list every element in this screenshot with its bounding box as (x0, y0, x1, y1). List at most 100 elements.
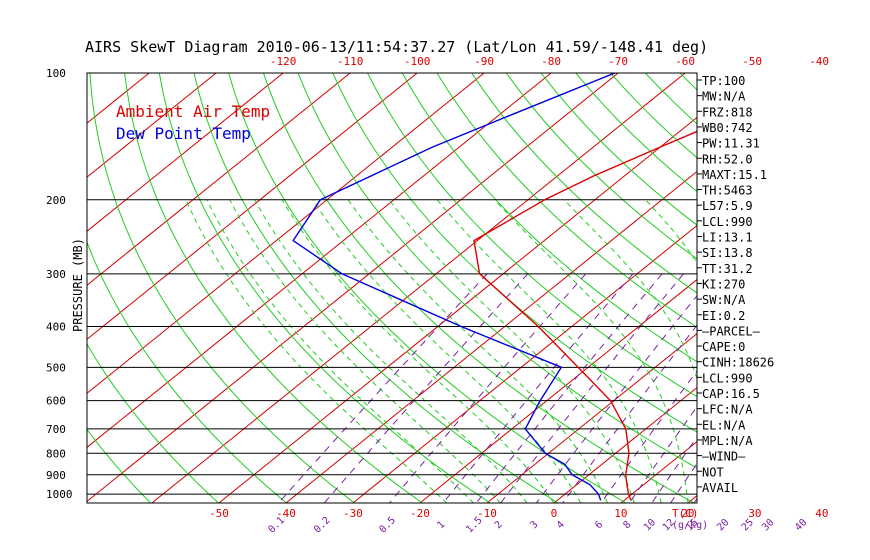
moist-adiabat (347, 199, 608, 503)
pressure-tick-label: 200 (46, 194, 66, 207)
moist-adiabat (206, 199, 474, 503)
side-label: LCL:990 (702, 371, 753, 385)
bottom-temperature-tick: -40 (276, 507, 296, 520)
bottom-temperature-tick: 40 (815, 507, 828, 520)
mixing-ratio-line (670, 462, 697, 503)
mixing-ratio-line (442, 273, 634, 503)
isotherm (87, 73, 217, 178)
moist-adiabat (436, 199, 662, 503)
mixing-ratio-line (389, 273, 587, 503)
top-temperature-tick: -80 (541, 55, 561, 68)
side-label: CAP:16.5 (702, 387, 760, 401)
isotherm (151, 73, 686, 503)
bottom-temperature-tick: -20 (410, 507, 430, 520)
mixing-ratio-line (651, 436, 697, 503)
side-label: L57:5.9 (702, 199, 753, 213)
side-label: WB0:742 (702, 121, 753, 135)
mixing-ratio-line (278, 273, 488, 503)
bottom-temperature-tick: 20 (681, 507, 694, 520)
dewpoint-temp-line (292, 73, 616, 501)
side-label: SW:N/A (702, 293, 746, 307)
dry-adiabat (436, 73, 697, 328)
dry-adiabat (505, 73, 697, 260)
mixing-ratio-line (475, 273, 663, 503)
dry-adiabat (158, 73, 491, 503)
side-label: TP:100 (702, 74, 745, 88)
bottom-temperature-tick: -50 (209, 507, 229, 520)
pressure-tick-label: 700 (46, 423, 66, 436)
pressure-tick-label: 1000 (46, 488, 73, 501)
top-temperature-tick: -120 (270, 55, 297, 68)
bottom-temperature-tick: 10 (614, 507, 627, 520)
legend: Ambient Air Temp Dew Point Temp (116, 102, 270, 143)
side-label: —WIND— (702, 450, 746, 464)
side-label: MPL:N/A (702, 434, 753, 448)
isotherm (486, 332, 697, 503)
moist-adiabat (229, 199, 501, 503)
plot-frame (86, 72, 698, 504)
chart-title: AIRS SkewT Diagram 2010-06-13/11:54:37.2… (85, 38, 708, 56)
moist-adiabat (312, 199, 582, 503)
side-label: LFC:N/A (702, 403, 753, 417)
isotherm (285, 170, 697, 503)
side-label: CINH:18626 (702, 356, 774, 370)
side-label: NOT (702, 465, 724, 479)
dry-adiabat (124, 73, 423, 503)
side-label: KI:270 (702, 277, 745, 291)
side-label: LI:13.1 (702, 231, 753, 245)
side-label: MW:N/A (702, 90, 746, 104)
dry-adiabat (87, 241, 287, 503)
dry-adiabat (297, 73, 697, 469)
side-label: EI:0.2 (702, 309, 745, 323)
isotherm (87, 73, 284, 232)
side-label: MAXT:15.1 (702, 168, 767, 182)
side-label: RH:52.0 (702, 152, 753, 166)
isotherm (352, 224, 697, 503)
side-label: AVAIL (702, 481, 738, 495)
moist-adiabat (388, 199, 635, 503)
isotherm (87, 73, 351, 286)
side-label: LCL:990 (702, 215, 753, 229)
mixing-ratio-line (600, 370, 697, 503)
dry-adiabat (228, 73, 627, 503)
mixing-ratio-line (535, 294, 697, 503)
isotherm (419, 278, 697, 503)
side-label: TH:5463 (702, 184, 753, 198)
side-label: EL:N/A (702, 418, 746, 432)
side-label: TT:31.2 (702, 262, 753, 276)
x-axis-units-label: T(C) (672, 507, 699, 520)
mixing-ratio-line (628, 405, 697, 503)
dry-adiabat (87, 428, 151, 503)
moist-adiabat (281, 199, 555, 503)
top-temperature-tick: -90 (474, 55, 494, 68)
side-label: PW:11.31 (702, 137, 760, 151)
top-temperature-tick: -50 (742, 55, 762, 68)
dry-adiabat (471, 73, 697, 294)
pressure-tick-label: 900 (46, 469, 66, 482)
mixing-ratio-units-label: (g/kg) (672, 520, 708, 531)
dry-adiabat (401, 73, 697, 363)
pressure-tick-label: 100 (46, 67, 66, 80)
side-label: CAPE:0 (702, 340, 745, 354)
mixing-ratio-line (500, 273, 684, 503)
bottom-temperature-tick: -30 (343, 507, 363, 520)
isotherm (218, 116, 697, 503)
y-axis-label: PRESSURE (MB) (71, 238, 85, 332)
isotherm (87, 73, 485, 394)
pressure-tick-label: 600 (46, 395, 66, 408)
side-label: SI:13.8 (702, 246, 753, 260)
dry-adiabat (262, 73, 695, 503)
top-temperature-tick: -100 (404, 55, 431, 68)
moist-adiabat (254, 199, 528, 503)
pressure-tick-label: 500 (46, 361, 66, 374)
side-label: FRZ:818 (702, 105, 753, 119)
dry-adiabat (193, 73, 559, 503)
bottom-temperature-tick: 0 (551, 507, 558, 520)
pressure-tick-label: 300 (46, 268, 66, 281)
isotherm (87, 73, 552, 448)
dry-adiabat (332, 73, 697, 433)
side-label: —PARCEL— (702, 324, 761, 338)
dry-adiabat (367, 73, 697, 398)
